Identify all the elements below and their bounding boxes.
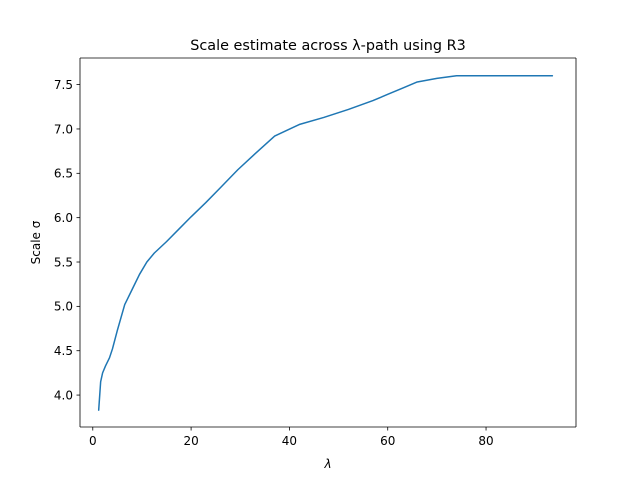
y-tick-label: 5.0 bbox=[54, 300, 73, 314]
plot-area bbox=[80, 58, 576, 427]
x-axis-ticks: 0 20 40 60 80 bbox=[89, 427, 494, 448]
y-axis-label: Scale σ bbox=[29, 220, 43, 264]
y-tick-label: 5.5 bbox=[54, 255, 73, 269]
chart-title: Scale estimate across λ-path using R3 bbox=[190, 38, 466, 54]
series-line bbox=[97, 74, 554, 411]
x-axis-label: λ bbox=[323, 457, 331, 471]
y-tick-label: 4.5 bbox=[54, 344, 73, 358]
x-tick-label: 60 bbox=[380, 434, 395, 448]
y-tick-label: 6.0 bbox=[54, 211, 73, 225]
y-tick-label: 7.0 bbox=[54, 122, 73, 136]
x-tick-label: 40 bbox=[282, 434, 297, 448]
x-tick-label: 0 bbox=[89, 434, 97, 448]
x-tick-label: 80 bbox=[478, 434, 493, 448]
y-tick-label: 6.5 bbox=[54, 167, 73, 181]
series-group bbox=[97, 74, 554, 411]
y-axis-ticks: 4.0 4.5 5.0 5.5 6.0 6.5 7.0 7.5 bbox=[54, 78, 80, 402]
x-tick-label: 20 bbox=[183, 434, 198, 448]
y-tick-label: 4.0 bbox=[54, 388, 73, 402]
y-tick-label: 7.5 bbox=[54, 78, 73, 92]
